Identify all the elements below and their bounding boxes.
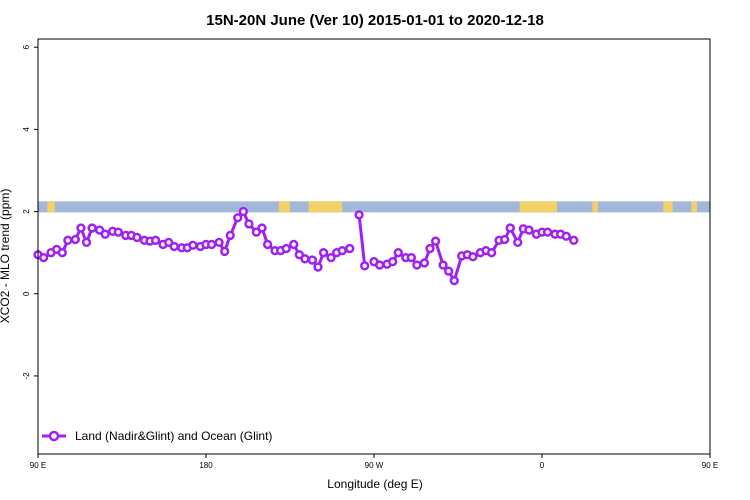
data-point bbox=[345, 243, 355, 254]
data-point bbox=[438, 260, 448, 270]
data-point bbox=[505, 223, 515, 233]
series-layer bbox=[33, 206, 579, 286]
y-axis: -2 0 2 4 6 bbox=[22, 44, 38, 379]
data-point bbox=[132, 232, 142, 243]
data-point bbox=[281, 243, 291, 254]
land-segment bbox=[519, 201, 557, 213]
land-ocean-band bbox=[38, 201, 710, 213]
data-point bbox=[63, 235, 73, 245]
y-axis-label: XCO2 - MLO trend (ppm) bbox=[0, 189, 12, 324]
x-tick-label: 0 bbox=[540, 461, 545, 470]
legend-entry: Land (Nadir&Glint) and Ocean (Glint) bbox=[75, 429, 272, 443]
data-point bbox=[449, 275, 459, 286]
data-point bbox=[70, 234, 80, 245]
data-point bbox=[388, 257, 398, 267]
data-point bbox=[313, 262, 323, 272]
data-point bbox=[569, 235, 579, 245]
data-point bbox=[150, 235, 161, 245]
data-point bbox=[486, 248, 497, 258]
data-point bbox=[87, 223, 97, 233]
data-point bbox=[188, 240, 198, 250]
data-point bbox=[337, 245, 347, 256]
x-tick-label: 90 E bbox=[702, 461, 718, 470]
y-tick-label: -2 bbox=[22, 372, 31, 380]
chart-title: 15N-20N June (Ver 10) 2015-01-01 to 2020… bbox=[206, 12, 544, 29]
data-point bbox=[100, 229, 110, 239]
data-point bbox=[257, 223, 267, 233]
land-segment bbox=[308, 201, 343, 213]
data-point bbox=[513, 237, 523, 248]
data-point bbox=[500, 234, 510, 245]
data-point bbox=[300, 254, 310, 264]
data-point bbox=[262, 239, 273, 250]
data-point bbox=[238, 206, 248, 217]
x-tick-label: 180 bbox=[199, 461, 213, 470]
data-point bbox=[419, 258, 430, 268]
x-axis-label: Longitude (deg E) bbox=[327, 477, 422, 491]
data-point bbox=[412, 260, 422, 270]
legend: Land (Nadir&Glint) and Ocean (Glint) bbox=[42, 429, 272, 443]
data-point bbox=[326, 252, 336, 263]
data-point bbox=[430, 236, 441, 246]
land-segment bbox=[592, 201, 598, 213]
data-point bbox=[318, 248, 329, 258]
land-segment bbox=[47, 201, 55, 213]
data-point bbox=[289, 239, 299, 250]
land-segment bbox=[691, 201, 697, 213]
ocean-band bbox=[38, 201, 710, 213]
data-point bbox=[542, 227, 553, 237]
data-point bbox=[76, 223, 86, 233]
x-tick-label: 90 E bbox=[30, 461, 46, 470]
series-line bbox=[357, 214, 367, 266]
data-point bbox=[354, 210, 364, 220]
y-tick-label: 0 bbox=[22, 291, 31, 296]
data-point bbox=[425, 243, 435, 254]
x-tick-label: 90 W bbox=[365, 461, 384, 470]
data-point bbox=[57, 248, 67, 258]
data-point bbox=[393, 248, 403, 258]
land-segment bbox=[278, 201, 290, 213]
data-point bbox=[214, 237, 224, 248]
data-point bbox=[406, 252, 416, 263]
data-point bbox=[561, 231, 571, 241]
data-point bbox=[81, 237, 92, 248]
y-tick-label: 2 bbox=[22, 209, 31, 214]
data-point bbox=[169, 241, 179, 252]
plot-frame bbox=[37, 38, 711, 455]
data-point bbox=[220, 246, 230, 257]
data-point bbox=[38, 252, 49, 263]
data-point bbox=[524, 225, 534, 235]
data-point bbox=[113, 227, 123, 237]
data-point bbox=[444, 266, 454, 276]
data-point bbox=[374, 260, 385, 270]
data-point bbox=[307, 255, 318, 265]
data-point bbox=[468, 252, 478, 262]
y-tick-label: 4 bbox=[22, 127, 31, 132]
data-point bbox=[233, 213, 243, 223]
y-tick-label: 6 bbox=[22, 44, 31, 49]
land-segment bbox=[663, 201, 673, 213]
data-point bbox=[206, 239, 217, 250]
data-point bbox=[225, 230, 235, 241]
data-point bbox=[244, 219, 254, 229]
legend-marker bbox=[48, 430, 60, 442]
data-point bbox=[360, 261, 370, 271]
